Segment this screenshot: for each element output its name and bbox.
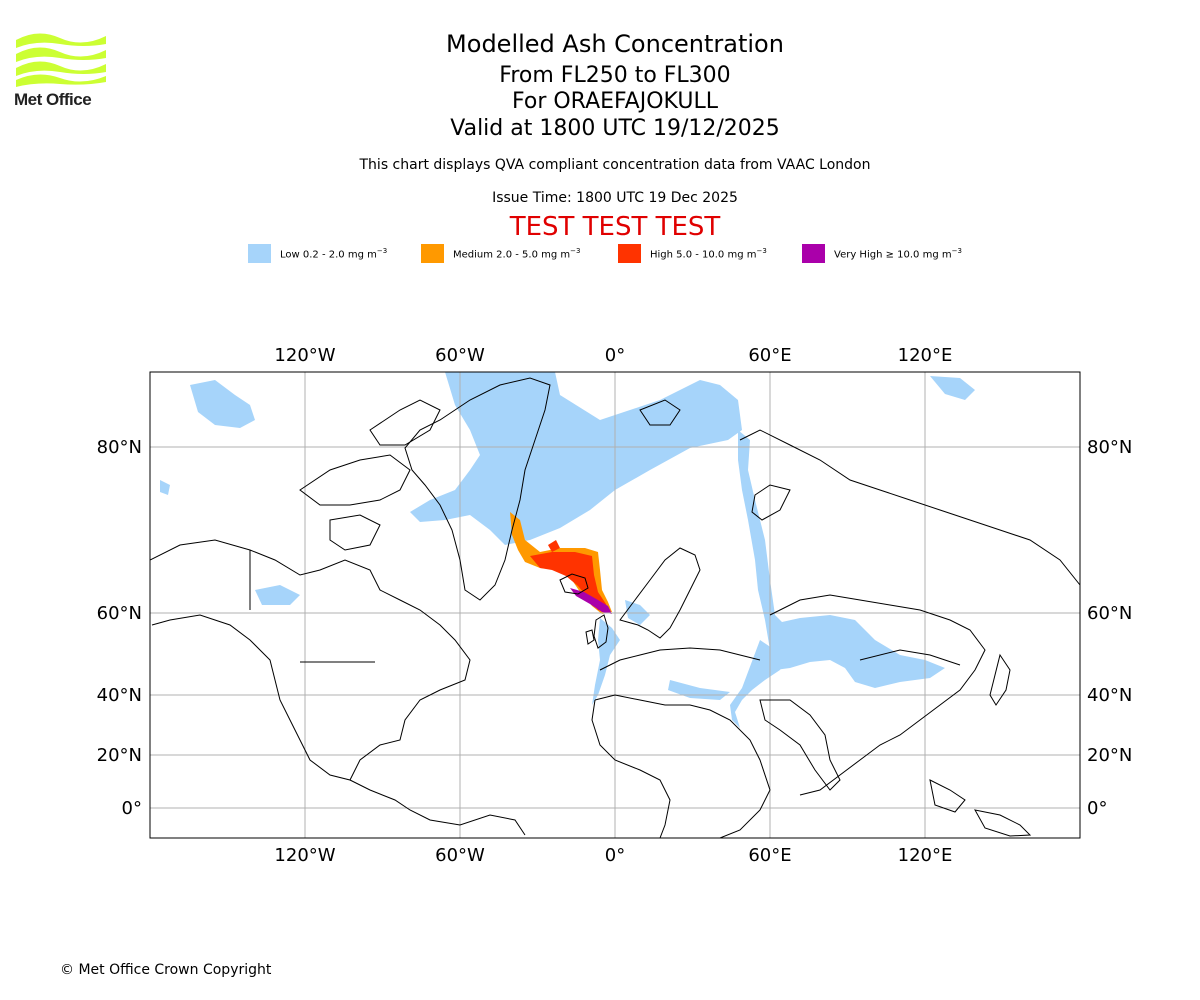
map-content (150, 372, 1080, 838)
lon-label-bottom-60e: 60°E (748, 845, 791, 866)
latitude-labels-right: 80°N 60°N 40°N 20°N 0° (1087, 437, 1132, 819)
lat-label-right-20n: 20°N (1087, 745, 1132, 766)
copyright-notice: © Met Office Crown Copyright (60, 962, 271, 978)
lon-label-top-60e: 60°E (748, 345, 791, 366)
lon-label-top-0: 0° (605, 345, 625, 366)
lon-label-top-60w: 60°W (435, 345, 485, 366)
longitude-labels-top: 120°W 60°W 0° 60°E 120°E (274, 345, 952, 366)
lon-label-bottom-60w: 60°W (435, 845, 485, 866)
lat-label-left-60n: 60°N (97, 603, 142, 624)
lon-label-bottom-120w: 120°W (274, 845, 335, 866)
lat-label-left-20n: 20°N (97, 745, 142, 766)
lat-label-left-0: 0° (122, 798, 142, 819)
lat-label-right-40n: 40°N (1087, 685, 1132, 706)
lat-label-left-40n: 40°N (97, 685, 142, 706)
longitude-labels-bottom: 120°W 60°W 0° 60°E 120°E (274, 845, 952, 866)
lat-label-right-0: 0° (1087, 798, 1107, 819)
lat-label-left-80n: 80°N (97, 437, 142, 458)
lon-label-top-120w: 120°W (274, 345, 335, 366)
lat-label-right-80n: 80°N (1087, 437, 1132, 458)
lon-label-bottom-0: 0° (605, 845, 625, 866)
lat-label-right-60n: 60°N (1087, 603, 1132, 624)
lon-label-bottom-120e: 120°E (898, 845, 953, 866)
latitude-labels-left: 80°N 60°N 40°N 20°N 0° (97, 437, 142, 819)
lon-label-top-120e: 120°E (898, 345, 953, 366)
